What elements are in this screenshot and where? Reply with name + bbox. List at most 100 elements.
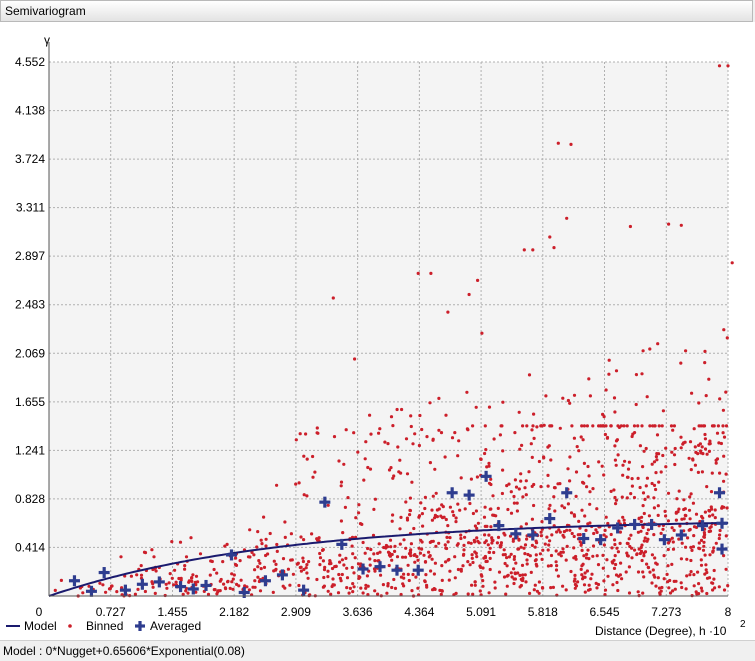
binned-point — [703, 361, 707, 365]
binned-point — [548, 424, 552, 428]
binned-point — [514, 561, 518, 565]
binned-point — [135, 573, 139, 577]
binned-point — [359, 586, 363, 590]
binned-point — [473, 580, 477, 584]
binned-point — [373, 559, 377, 563]
binned-point — [257, 559, 261, 563]
x-tick-label: 0 — [36, 605, 43, 619]
binned-point — [711, 581, 715, 585]
binned-point — [579, 435, 583, 439]
binned-point — [595, 586, 599, 590]
binned-point — [675, 497, 679, 501]
averaged-point — [714, 487, 726, 499]
binned-point — [321, 559, 325, 563]
binned-point — [670, 526, 674, 530]
binned-point — [136, 587, 140, 592]
binned-point — [717, 64, 722, 68]
binned-point — [304, 432, 308, 436]
binned-point — [589, 577, 593, 581]
binned-point — [630, 556, 634, 560]
binned-point — [522, 248, 526, 252]
binned-point — [373, 589, 377, 593]
binned-point — [680, 517, 684, 521]
binned-point — [520, 563, 525, 568]
semivariogram-chart[interactable]: 0 0.727 1.455 2.182 2.909 3.636 4.364 5.091 5.81… — [0, 22, 755, 640]
binned-point — [473, 550, 477, 554]
binned-point — [401, 555, 405, 559]
binned-point — [575, 445, 579, 449]
binned-point — [434, 491, 438, 495]
binned-point — [591, 544, 596, 548]
binned-point — [505, 564, 509, 568]
binned-point — [440, 589, 444, 593]
binned-point — [297, 481, 301, 485]
binned-point — [547, 444, 551, 448]
binned-point — [259, 567, 263, 571]
binned-point — [369, 547, 373, 552]
binned-point — [139, 564, 143, 568]
binned-point — [639, 519, 643, 524]
binned-point — [712, 568, 716, 573]
binned-point — [339, 480, 344, 484]
binned-point — [393, 586, 398, 591]
binned-point — [542, 456, 546, 460]
binned-point — [702, 544, 706, 548]
binned-point — [473, 583, 477, 587]
binned-point — [239, 578, 243, 582]
binned-point — [402, 572, 406, 576]
binned-point — [697, 443, 701, 447]
binned-point — [684, 545, 688, 549]
binned-point — [247, 588, 251, 592]
binned-point — [666, 519, 671, 523]
binned-point — [505, 556, 509, 560]
binned-point — [412, 526, 416, 531]
binned-point — [420, 512, 424, 516]
binned-point — [129, 574, 133, 578]
binned-point — [457, 439, 461, 443]
binned-point — [692, 427, 696, 431]
binned-point — [689, 468, 693, 472]
binned-point — [625, 496, 629, 500]
binned-point — [724, 534, 728, 538]
binned-point — [453, 555, 457, 559]
binned-point — [332, 435, 337, 439]
binned-point — [628, 224, 633, 229]
binned-point — [342, 563, 346, 567]
binned-point — [636, 590, 640, 594]
binned-point — [701, 548, 706, 552]
binned-point — [398, 458, 402, 462]
binned-point — [396, 445, 400, 449]
binned-point — [596, 582, 601, 587]
binned-point — [691, 501, 696, 505]
binned-point — [356, 562, 361, 566]
binned-point — [262, 515, 266, 519]
binned-point — [513, 577, 518, 581]
binned-point — [509, 571, 513, 575]
binned-point — [274, 562, 278, 567]
binned-point — [452, 513, 456, 517]
binned-point — [671, 589, 675, 593]
binned-point — [170, 576, 174, 580]
binned-point — [382, 545, 386, 550]
binned-point — [283, 586, 287, 590]
averaged-point — [391, 564, 403, 576]
binned-point — [541, 586, 545, 590]
binned-point — [481, 584, 485, 588]
binned-point — [542, 423, 546, 427]
binned-point — [708, 439, 712, 443]
binned-point — [485, 465, 489, 469]
binned-point — [417, 515, 421, 519]
binned-point — [154, 569, 158, 573]
semivariogram-plot-area[interactable]: 0 0.727 1.455 2.182 2.909 3.636 4.364 5.091 5.81… — [0, 22, 755, 640]
binned-point — [689, 545, 693, 550]
binned-point — [416, 558, 420, 562]
binned-point — [430, 518, 434, 522]
averaged-point — [187, 583, 199, 595]
binned-point — [496, 506, 500, 510]
binned-point — [423, 579, 427, 583]
binned-point — [364, 583, 368, 587]
binned-point — [534, 562, 538, 567]
binned-point — [442, 515, 446, 519]
binned-point — [569, 569, 573, 574]
binned-point — [614, 369, 619, 373]
